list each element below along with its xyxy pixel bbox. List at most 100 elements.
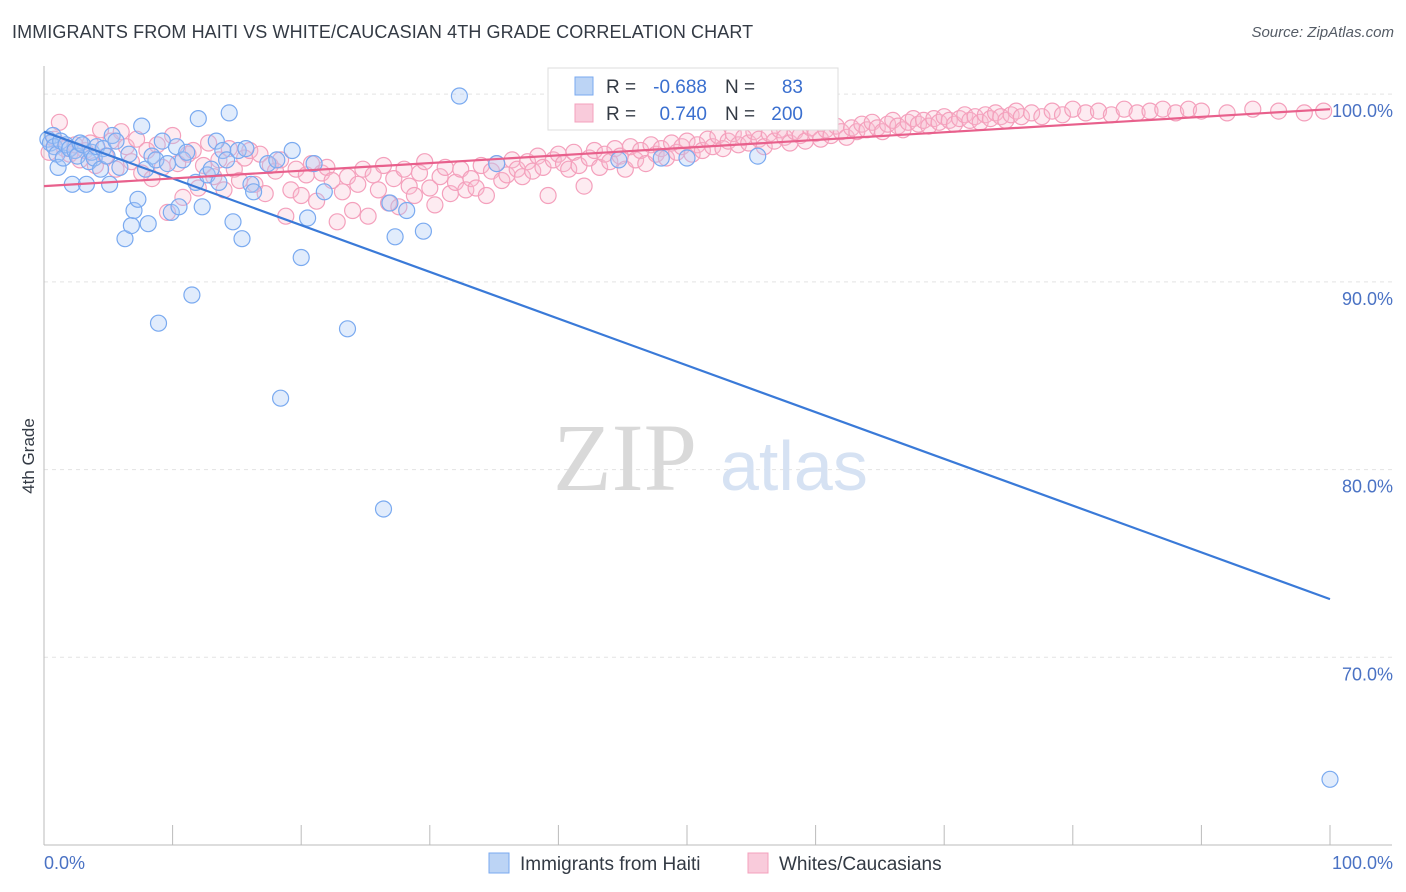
stats-legend: R = -0.688 N = 83 R = 0.740 N = 200	[547, 67, 839, 131]
data-point	[315, 183, 333, 201]
data-point	[128, 130, 146, 148]
data-point	[349, 175, 367, 193]
watermark-zip: ZIP	[553, 404, 697, 511]
data-point	[1064, 100, 1082, 118]
legend-swatch-haiti	[488, 852, 510, 874]
data-point	[107, 132, 125, 150]
data-point	[426, 196, 444, 214]
data-point	[174, 188, 192, 206]
y-tick-labels: 100.0% 90.0% 80.0% 70.0%	[1332, 101, 1393, 684]
data-point	[400, 177, 418, 195]
data-point	[1043, 102, 1061, 120]
stats-legend-swatch-haiti	[574, 76, 594, 96]
data-point	[125, 201, 143, 220]
data-point	[193, 198, 211, 216]
stats-legend-r-whites: 0.740	[659, 104, 707, 125]
source-label: Source: ZipAtlas.com	[1251, 24, 1394, 41]
stats-legend-n-whites: 200	[771, 104, 803, 125]
data-point	[560, 160, 578, 178]
data-point	[1022, 104, 1041, 122]
data-point	[539, 186, 557, 205]
x-tick-label-min: 0.0%	[44, 853, 85, 873]
data-point	[178, 143, 196, 161]
data-point	[652, 149, 670, 167]
data-point	[49, 158, 67, 176]
data-point	[220, 104, 238, 122]
data-point	[590, 158, 609, 176]
data-point	[369, 181, 387, 199]
data-point	[233, 230, 251, 248]
watermark: ZIP atlas	[553, 404, 868, 511]
data-point	[149, 314, 168, 332]
data-point	[575, 177, 593, 195]
data-point	[1192, 102, 1211, 120]
data-point	[416, 153, 434, 171]
data-point	[1115, 100, 1133, 118]
legend-label-haiti: Immigrants from Haiti	[520, 854, 701, 875]
axes	[43, 66, 1392, 846]
y-tick-label: 70.0%	[1342, 664, 1393, 684]
y-tick-label: 80.0%	[1342, 477, 1393, 497]
data-point	[462, 170, 480, 188]
stats-legend-r-label-2: R =	[606, 104, 636, 125]
data-point	[524, 162, 542, 180]
series-immigrants-from-haiti-points	[39, 87, 1339, 788]
data-point	[129, 190, 147, 208]
legend-swatch-whites	[747, 852, 769, 874]
trend-line	[43, 130, 1331, 601]
data-point	[1314, 102, 1333, 120]
data-point	[164, 126, 182, 145]
data-point	[272, 151, 290, 169]
data-point	[328, 213, 346, 231]
watermark-atlas: atlas	[720, 427, 868, 505]
stats-legend-n-label: N =	[725, 77, 755, 98]
data-point	[299, 209, 317, 227]
stats-legend-n-label-2: N =	[725, 104, 755, 125]
data-point	[272, 389, 290, 407]
stats-legend-r-haiti: -0.688	[653, 77, 707, 98]
x-tick-label-max: 100.0%	[1332, 853, 1393, 873]
data-point	[1167, 104, 1185, 122]
y-axis-title: 4th Grade	[19, 418, 38, 494]
data-point	[139, 215, 157, 233]
y-tick-label: 90.0%	[1342, 289, 1393, 309]
data-point	[283, 141, 301, 160]
data-point	[354, 160, 372, 178]
data-point	[207, 132, 225, 150]
x-tick-labels: 0.0% 100.0%	[44, 853, 1393, 873]
stats-legend-swatch-whites	[574, 103, 594, 123]
data-point	[338, 320, 357, 338]
data-point	[112, 123, 130, 141]
data-point	[477, 186, 495, 205]
data-point	[1033, 108, 1051, 126]
data-point	[1321, 770, 1339, 788]
bottom-legend: Immigrants from Haiti Whites/Caucasians	[488, 852, 942, 875]
data-point	[292, 186, 310, 205]
data-point	[374, 500, 393, 518]
data-point	[268, 151, 286, 169]
data-point	[421, 179, 439, 197]
data-point	[565, 143, 583, 161]
data-point	[381, 194, 399, 212]
data-point	[305, 155, 323, 173]
data-point	[292, 248, 310, 267]
stats-legend-box	[547, 67, 839, 131]
data-point	[678, 149, 696, 167]
data-point	[410, 164, 429, 182]
data-point	[431, 168, 449, 186]
data-point	[414, 222, 432, 240]
stats-legend-n-haiti: 83	[782, 77, 803, 98]
data-point	[344, 201, 362, 220]
data-point	[1218, 104, 1236, 122]
data-point	[333, 183, 351, 201]
data-point	[189, 109, 207, 128]
trend-line	[43, 108, 1331, 188]
data-point	[122, 217, 140, 235]
data-point	[749, 147, 767, 165]
data-point	[610, 151, 628, 169]
data-point	[224, 213, 242, 231]
data-point	[405, 186, 423, 205]
data-point	[318, 158, 336, 176]
data-point	[513, 168, 532, 186]
data-point	[287, 160, 305, 178]
